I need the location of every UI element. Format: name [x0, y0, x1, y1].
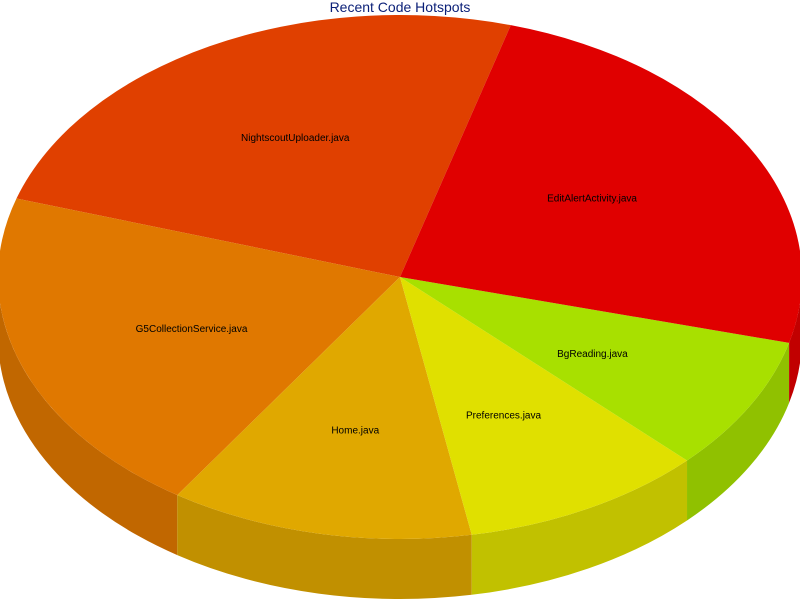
label-editalertactivity: EditAlertActivity.java: [547, 194, 637, 205]
label-home: Home.java: [331, 426, 379, 437]
slice-home: [177, 277, 472, 539]
side-g5collectionservice: [0, 302, 178, 556]
chart-title: Recent Code Hotspots: [329, 0, 471, 15]
pie-depth-sides: [0, 302, 800, 599]
slice-preferences: [400, 277, 688, 535]
side-editalertactivity: [789, 302, 800, 403]
label-bgreading: BgReading.java: [557, 349, 628, 360]
pie-top-faces: [0, 15, 800, 539]
side-home: [177, 495, 472, 599]
slice-g5collectionservice: [0, 198, 400, 496]
slice-editalertactivity: [400, 25, 800, 343]
label-preferences: Preferences.java: [466, 411, 541, 422]
side-bgreading: [687, 342, 790, 521]
label-nightscoutuploader: NightscoutUploader.java: [241, 133, 350, 144]
slice-nightscoutuploader: [16, 15, 511, 278]
pie-labels: NightscoutUploader.java G5CollectionServi…: [136, 133, 638, 436]
slice-bgreading: [400, 277, 790, 461]
side-preferences: [471, 460, 688, 595]
label-g5collectionservice: G5CollectionService.java: [136, 324, 248, 335]
